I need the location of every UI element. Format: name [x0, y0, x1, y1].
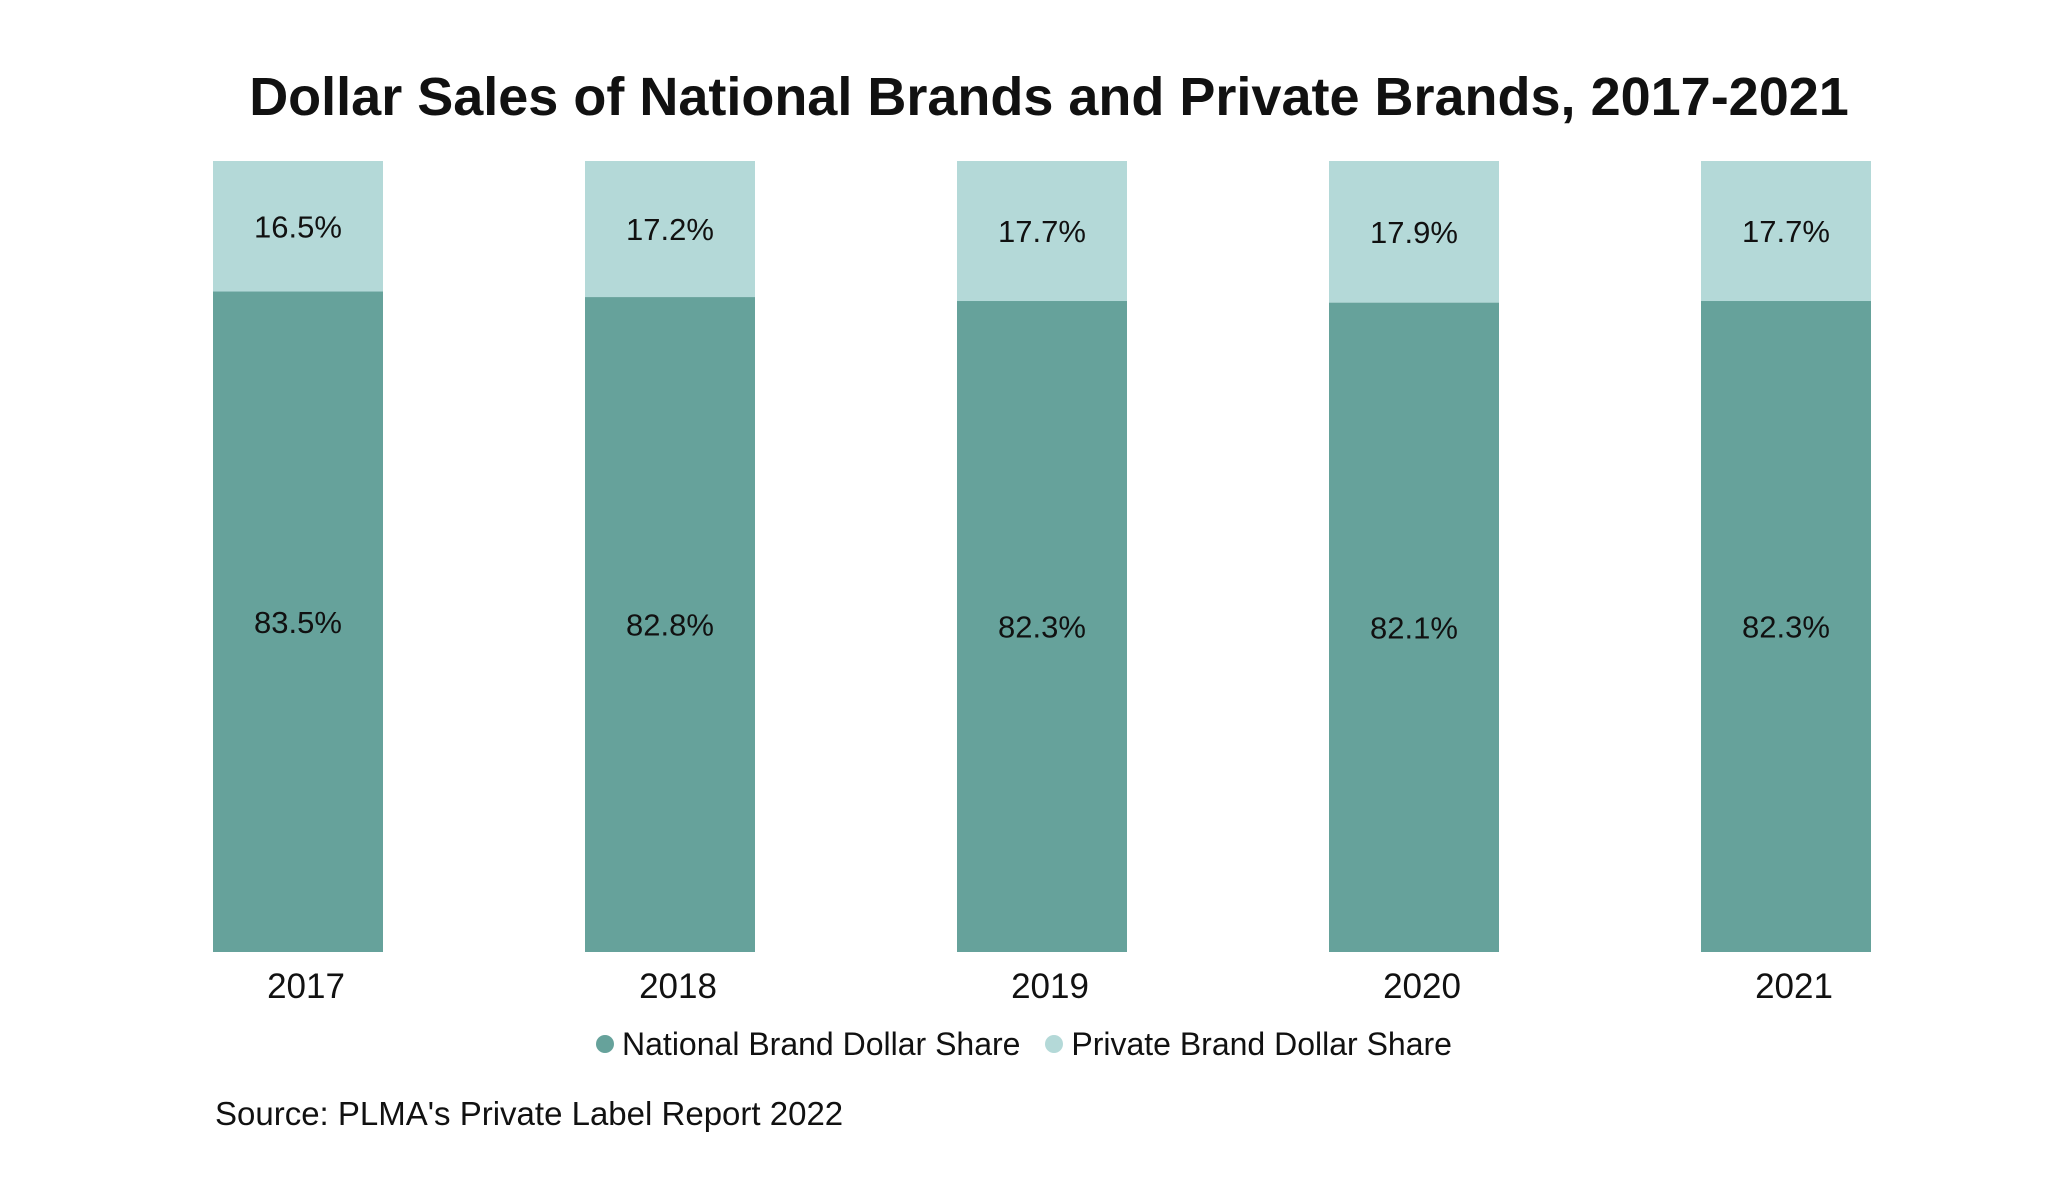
legend-label-private: Private Brand Dollar Share: [1071, 1025, 1452, 1062]
bar-private-2020: [1329, 161, 1499, 303]
bar-national-2017: [213, 291, 383, 952]
bar-private-2019: [957, 161, 1127, 302]
bar-private-2021: [1701, 161, 1871, 302]
data-label-private-2017: 16.5%: [254, 209, 342, 244]
data-label-private-2019: 17.7%: [998, 214, 1086, 249]
bar-private-2017: [213, 161, 383, 292]
chart-legend: National Brand Dollar Share Private Bran…: [0, 1024, 2048, 1063]
legend-swatch-national: [596, 1035, 615, 1053]
x-tick-label-2020: 2020: [1383, 967, 1461, 1006]
source-note: Source: PLMA's Private Label Report 2022: [215, 1095, 844, 1132]
x-tick-label-2021: 2021: [1755, 967, 1833, 1006]
bar-private-2018: [585, 161, 755, 298]
bar-national-2019: [957, 301, 1127, 953]
data-label-private-2018: 17.2%: [626, 212, 714, 247]
bar-national-2021: [1701, 301, 1871, 953]
legend-item-private: Private Brand Dollar Share: [1045, 1026, 1452, 1063]
x-tick-label-2018: 2018: [639, 967, 717, 1006]
data-label-national-2017: 83.5%: [254, 605, 342, 640]
legend-label-national: National Brand Dollar Share: [622, 1025, 1021, 1062]
x-tick-label-2019: 2019: [1011, 967, 1089, 1006]
data-label-national-2020: 82.1%: [1370, 610, 1458, 645]
data-label-national-2021: 82.3%: [1742, 610, 1830, 645]
data-label-private-2021: 17.7%: [1742, 214, 1830, 249]
data-label-national-2019: 82.3%: [998, 610, 1086, 645]
bar-national-2020: [1329, 302, 1499, 952]
x-tick-label-2017: 2017: [267, 967, 345, 1006]
legend-item-national: National Brand Dollar Share: [596, 1026, 1020, 1063]
chart-title: Dollar Sales of National Brands and Priv…: [249, 67, 1849, 127]
bar-national-2018: [585, 297, 755, 952]
data-label-private-2020: 17.9%: [1370, 215, 1458, 250]
data-label-national-2018: 82.8%: [626, 608, 714, 643]
legend-swatch-private: [1045, 1035, 1064, 1053]
